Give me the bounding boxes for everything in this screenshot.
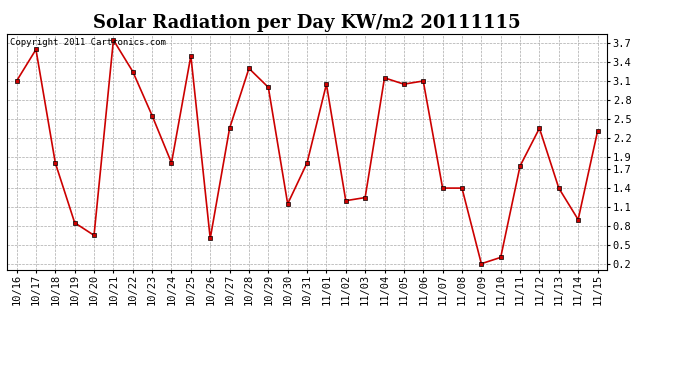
Text: Copyright 2011 Cartronics.com: Copyright 2011 Cartronics.com [10,39,166,48]
Title: Solar Radiation per Day KW/m2 20111115: Solar Radiation per Day KW/m2 20111115 [93,14,521,32]
